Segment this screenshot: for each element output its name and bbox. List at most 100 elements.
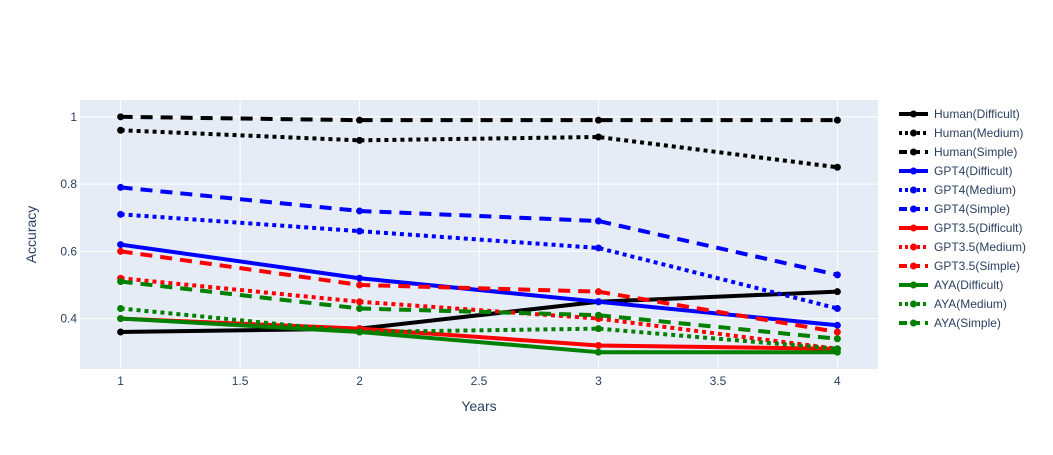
legend-item[interactable]: GPT3.5(Difficult): [899, 221, 1022, 235]
data-point[interactable]: [117, 241, 125, 249]
legend-marker: [910, 300, 917, 308]
data-point[interactable]: [833, 163, 841, 171]
data-point[interactable]: [594, 311, 602, 319]
legend-marker: [910, 167, 917, 175]
legend-marker: [910, 110, 917, 118]
legend-label: GPT4(Simple): [934, 202, 1010, 216]
series-gpt4-medium[interactable]: [117, 210, 841, 312]
data-point[interactable]: [356, 328, 364, 336]
legend-marker: [910, 281, 917, 289]
data-point[interactable]: [356, 116, 364, 124]
legend-marker: [910, 262, 917, 270]
series-line: [120, 185, 838, 277]
data-point[interactable]: [117, 315, 125, 323]
data-point[interactable]: [594, 244, 602, 252]
data-point[interactable]: [594, 341, 602, 349]
series-line: [120, 289, 838, 335]
legend-item[interactable]: GPT3.5(Medium): [899, 240, 1026, 254]
data-point[interactable]: [117, 210, 125, 218]
data-point[interactable]: [356, 281, 364, 289]
data-point[interactable]: [594, 133, 602, 141]
data-point[interactable]: [356, 227, 364, 235]
legend-marker: [910, 129, 917, 137]
series-line: [120, 306, 838, 351]
legend[interactable]: Human(Difficult) Human(Medium) Human(Simpl…: [899, 107, 1026, 330]
data-point[interactable]: [594, 217, 602, 225]
data-point[interactable]: [594, 348, 602, 356]
legend-marker: [910, 319, 917, 327]
data-point[interactable]: [833, 328, 841, 336]
legend-label: GPT4(Difficult): [934, 164, 1012, 178]
legend-label: GPT3.5(Simple): [934, 259, 1020, 273]
data-point[interactable]: [833, 321, 841, 329]
legend-marker: [910, 205, 917, 213]
data-point[interactable]: [833, 288, 841, 296]
legend-marker: [910, 148, 917, 156]
data-point[interactable]: [117, 304, 125, 312]
data-point[interactable]: [117, 113, 125, 121]
legend-label: AYA(Difficult): [934, 278, 1003, 292]
legend-marker: [910, 243, 917, 251]
series-human-medium[interactable]: [117, 126, 841, 171]
y-axis-ticks: 0.4 0.6 0.8 1: [60, 110, 77, 326]
legend-item[interactable]: AYA(Simple): [899, 316, 1001, 330]
data-point[interactable]: [356, 298, 364, 306]
x-tick-label: 2: [356, 374, 363, 388]
data-point[interactable]: [833, 335, 841, 343]
legend-item[interactable]: GPT3.5(Simple): [899, 259, 1020, 273]
x-tick-label: 3.5: [710, 374, 727, 388]
data-point[interactable]: [833, 271, 841, 279]
data-point[interactable]: [356, 136, 364, 144]
data-point[interactable]: [117, 247, 125, 255]
data-point[interactable]: [594, 298, 602, 306]
legend-item[interactable]: GPT4(Difficult): [899, 164, 1012, 178]
data-point[interactable]: [833, 345, 841, 353]
legend-item[interactable]: GPT4(Simple): [899, 202, 1010, 216]
series-aya-simple[interactable]: [117, 278, 841, 343]
data-point[interactable]: [356, 207, 364, 215]
legend-item[interactable]: AYA(Medium): [899, 297, 1007, 311]
x-axis-title: Years: [461, 398, 496, 414]
x-tick-label: 1.5: [232, 374, 249, 388]
data-point[interactable]: [594, 116, 602, 124]
legend-item[interactable]: GPT4(Medium): [899, 183, 1016, 197]
data-point[interactable]: [356, 304, 364, 312]
series-line: [120, 212, 838, 311]
data-point[interactable]: [594, 325, 602, 333]
series-gpt4-simple[interactable]: [117, 183, 841, 279]
x-tick-label: 4: [834, 374, 841, 388]
legend-label: Human(Medium): [934, 126, 1023, 140]
legend-item[interactable]: Human(Medium): [899, 126, 1023, 140]
series-human-simple[interactable]: [117, 113, 841, 124]
series-line: [120, 279, 838, 341]
data-point[interactable]: [117, 278, 125, 286]
data-point[interactable]: [594, 288, 602, 296]
y-tick-label: 0.8: [60, 177, 77, 191]
legend-label: AYA(Simple): [934, 316, 1001, 330]
y-axis-title: Accuracy: [23, 206, 39, 264]
y-tick-label: 1: [70, 110, 77, 124]
legend-item[interactable]: Human(Difficult): [899, 107, 1020, 121]
legend-item[interactable]: Human(Simple): [899, 145, 1017, 159]
data-point[interactable]: [117, 126, 125, 134]
y-tick-label: 0.6: [60, 244, 77, 258]
data-point[interactable]: [833, 116, 841, 124]
data-point[interactable]: [117, 183, 125, 191]
legend-label: AYA(Medium): [934, 297, 1007, 311]
x-tick-label: 1: [117, 374, 124, 388]
series-line: [120, 316, 838, 355]
legend-label: GPT4(Medium): [934, 183, 1016, 197]
data-point[interactable]: [356, 274, 364, 282]
x-axis-ticks: 1 1.5 2 2.5 3 3.5 4: [117, 374, 841, 388]
data-point[interactable]: [117, 328, 125, 336]
legend-item[interactable]: AYA(Difficult): [899, 278, 1003, 292]
x-tick-label: 3: [595, 374, 602, 388]
data-point[interactable]: [833, 304, 841, 312]
series-aya-medium[interactable]: [117, 304, 841, 353]
legend-label: Human(Difficult): [934, 107, 1020, 121]
series-gpt3-5-simple[interactable]: [117, 247, 841, 336]
legend-marker: [910, 186, 917, 194]
series-line: [120, 276, 838, 351]
